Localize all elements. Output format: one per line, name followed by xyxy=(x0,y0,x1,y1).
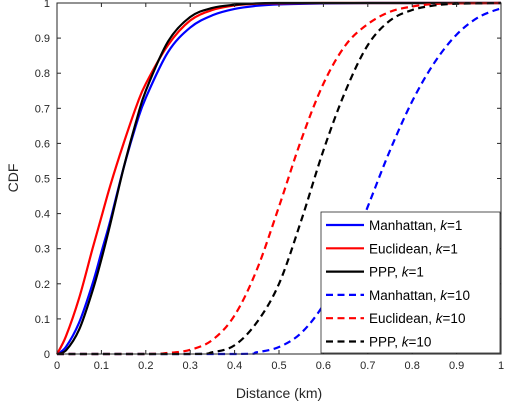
legend-label-value: =1 xyxy=(409,265,424,280)
y-tick-label: 0.7 xyxy=(35,103,50,115)
legend-label-main: PPP, xyxy=(369,265,402,280)
legend-label-value: =1 xyxy=(447,218,462,233)
x-tick-label: 0.9 xyxy=(449,360,464,372)
x-tick-label: 0.5 xyxy=(271,360,286,372)
legend-label-value: =10 xyxy=(447,288,470,303)
y-tick-label: 0.4 xyxy=(35,209,50,221)
legend-label-value: =10 xyxy=(443,311,466,326)
legend-label-main: Euclidean, xyxy=(369,241,436,256)
x-tick-label: 0.8 xyxy=(405,360,420,372)
legend-label-k: k xyxy=(402,265,410,280)
y-tick-label: 1 xyxy=(44,0,50,10)
x-tick-label: 0.4 xyxy=(227,360,242,372)
y-tick-label: 0.6 xyxy=(35,138,50,150)
legend-label-k: k xyxy=(436,241,444,256)
series-line-5 xyxy=(56,1,502,356)
x-tick-label: 0.3 xyxy=(183,360,198,372)
legend-label-4: Manhattan, k=10 xyxy=(369,288,470,303)
series-line-4 xyxy=(56,7,502,356)
legend-label-1: Manhattan, k=1 xyxy=(369,218,462,233)
legend-label-main: Euclidean, xyxy=(369,311,436,326)
y-tick-label: 0 xyxy=(44,349,50,361)
legend-label-k: k xyxy=(440,288,448,303)
legend-box xyxy=(320,211,501,354)
y-tick-label: 0.9 xyxy=(35,33,50,45)
legend-label-6: PPP, k=10 xyxy=(369,335,431,350)
y-axis-title: CDF xyxy=(5,164,21,193)
legend-label-5: Euclidean, k=10 xyxy=(369,311,465,326)
x-tick-label: 0.6 xyxy=(316,360,331,372)
legend-label-2: Euclidean, k=1 xyxy=(369,241,458,256)
x-tick-label: 1 xyxy=(498,360,504,372)
x-tick-label: 0.1 xyxy=(94,360,109,372)
legend-label-value: =1 xyxy=(443,241,458,256)
legend-label-main: Manhattan, xyxy=(369,218,440,233)
legend-label-3: PPP, k=1 xyxy=(369,265,424,280)
tick-layer: 0 0.1 0.2 0.3 0.4 0.5 0.6 0.7 0.8 0.9 1 0 0.1 0.2 0.3 0… xyxy=(35,0,504,372)
x-axis-title: Distance (km) xyxy=(236,385,322,401)
y-tick-label: 0.8 xyxy=(35,68,50,80)
x-tick-label: 0 xyxy=(54,360,60,372)
y-tick-label: 0.1 xyxy=(35,314,50,326)
series-line-6 xyxy=(56,1,502,356)
x-tick-label: 0.7 xyxy=(360,360,375,372)
y-tick-label: 0.5 xyxy=(35,174,50,186)
legend-label-k: k xyxy=(440,218,448,233)
legend-label-k: k xyxy=(402,335,410,350)
legend-label-value: =10 xyxy=(409,335,432,350)
y-tick-label: 0.2 xyxy=(35,279,50,291)
legend-label-main: PPP, xyxy=(369,335,402,350)
legend-label-k: k xyxy=(436,311,444,326)
x-tick-label: 0.2 xyxy=(138,360,153,372)
y-tick-label: 0.3 xyxy=(35,244,50,256)
legend-label-main: Manhattan, xyxy=(369,288,440,303)
